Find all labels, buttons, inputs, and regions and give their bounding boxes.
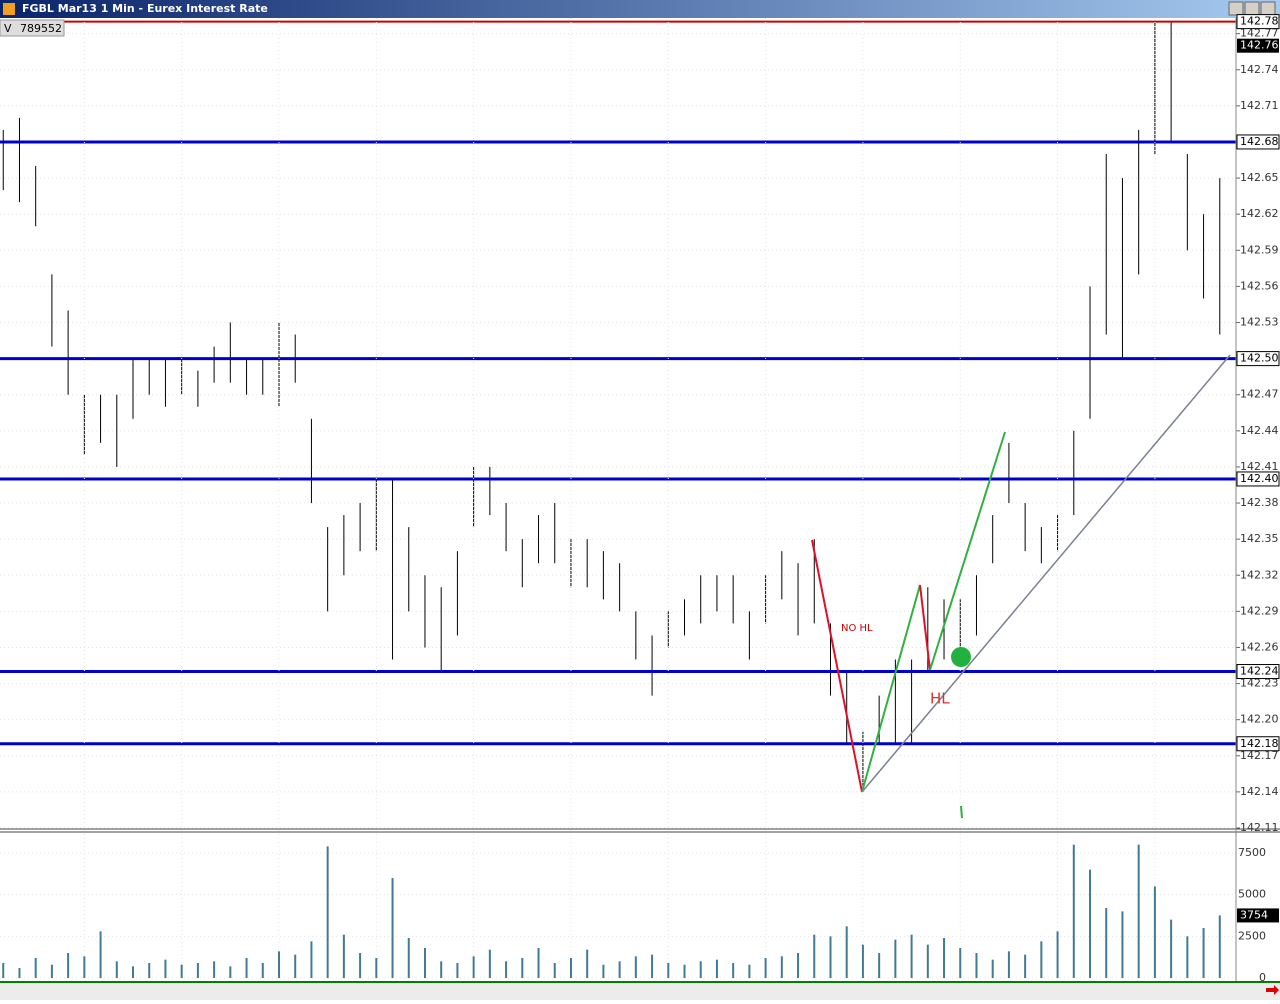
y-tick-label: 0	[1259, 971, 1266, 984]
annotation: NO HL	[841, 623, 873, 634]
signal-dot	[951, 647, 971, 667]
last-volume-label: 3754	[1240, 908, 1268, 921]
time-axis	[0, 983, 1280, 1000]
volume-info-box	[0, 19, 65, 37]
last-price-label: 142.76	[1240, 39, 1279, 52]
y-tick-label: 5000	[1238, 888, 1266, 901]
y-tick-label: 142.29	[1240, 604, 1279, 617]
close-button[interactable]	[1260, 1, 1276, 16]
y-tick-label: 142.59	[1240, 243, 1279, 256]
drawings	[811, 354, 1279, 995]
trend-drawing	[929, 431, 1006, 671]
y-tick-label: 142.71	[1240, 99, 1279, 112]
y-tick-label: 142.62	[1240, 207, 1279, 220]
y-tick-label: 142.47	[1240, 388, 1279, 401]
level-label-box	[1236, 14, 1280, 30]
trend-line	[861, 354, 1231, 793]
level-label: 142.24	[1240, 665, 1279, 678]
last-price-box	[1237, 38, 1279, 53]
y-tick-label: 142.14	[1240, 785, 1279, 798]
y-tick-label: 142.74	[1240, 63, 1279, 76]
level-label-box	[1236, 134, 1280, 150]
y-tick-label: 142.32	[1240, 568, 1279, 581]
tick-drawing	[960, 805, 963, 819]
trend-drawing	[811, 539, 863, 793]
level-label-box	[1236, 664, 1280, 680]
title-bar	[0, 0, 1280, 18]
trend-drawing	[919, 584, 931, 671]
level-label: 142.18	[1240, 737, 1279, 750]
y-tick-label: 142.44	[1240, 424, 1279, 437]
y-tick-label: 142.26	[1240, 640, 1279, 653]
y-tick-label: 142.56	[1240, 279, 1279, 292]
y-tick-label: 142.65	[1240, 171, 1279, 184]
y-tick-label: 2500	[1238, 929, 1266, 942]
window-title: FGBL Mar13 1 Min - Eurex Interest Rate	[22, 2, 268, 15]
level-label-box	[1236, 351, 1280, 367]
y-tick-label: 142.38	[1240, 496, 1279, 509]
level-label: 142.78	[1240, 15, 1279, 28]
volume-info-label: V	[4, 22, 12, 35]
bottom-rule	[0, 981, 1280, 983]
level-label: 142.50	[1240, 352, 1279, 365]
volume-info-total: 789552	[20, 22, 62, 35]
level-label-box	[1236, 471, 1280, 487]
y-tick-label: 142.11	[1240, 821, 1279, 834]
minimize-button[interactable]	[1228, 1, 1244, 16]
app-icon	[3, 3, 15, 15]
level-label: 142.40	[1240, 472, 1279, 485]
y-tick-label: 142.41	[1240, 460, 1279, 473]
y-tick-label: 142.20	[1240, 713, 1279, 726]
level-label: 142.68	[1240, 135, 1279, 148]
y-tick-label: 142.17	[1240, 749, 1279, 762]
y-tick-label: 142.35	[1240, 532, 1279, 545]
y-tick-label: 142.53	[1240, 316, 1279, 329]
level-label-box	[1236, 736, 1280, 752]
window-buttons[interactable]	[1228, 1, 1276, 16]
restore-button[interactable]	[1244, 1, 1260, 16]
y-tick-label: 142.77	[1240, 27, 1279, 40]
y-tick-label: 7500	[1238, 846, 1266, 859]
y-tick-label: 142.23	[1240, 677, 1279, 690]
annotation: HL	[930, 690, 950, 708]
trend-drawing	[861, 584, 921, 793]
scroll-arrow[interactable]	[1266, 985, 1279, 995]
last-volume-box	[1237, 908, 1279, 923]
